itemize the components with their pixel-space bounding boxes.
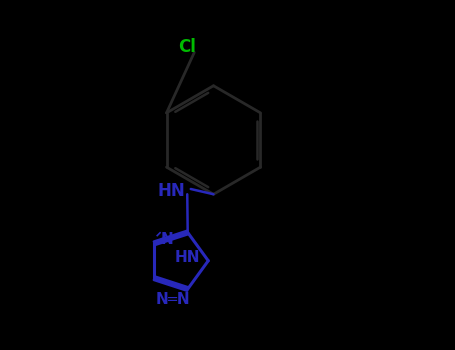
Text: HN: HN [175, 250, 201, 265]
Text: N: N [161, 232, 173, 247]
Text: Cl: Cl [178, 38, 196, 56]
Text: N═N: N═N [156, 292, 190, 307]
Text: HN: HN [157, 182, 185, 200]
